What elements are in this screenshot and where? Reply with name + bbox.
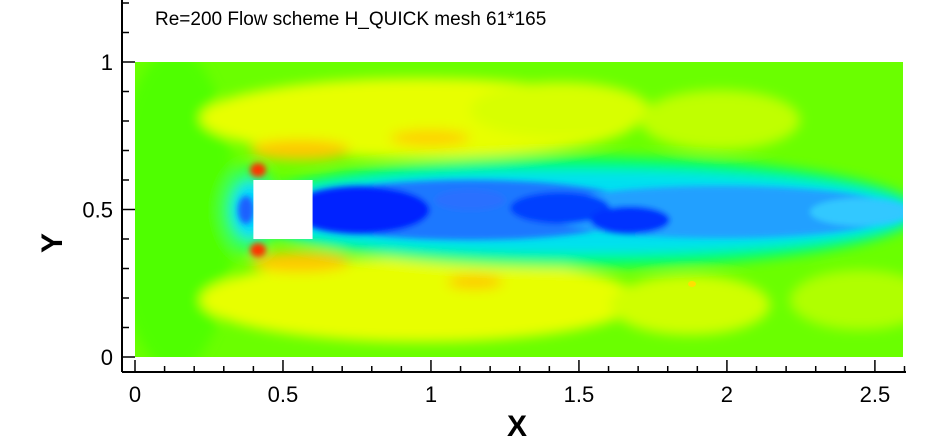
field-region-yellow-lower	[200, 258, 640, 342]
field-region-green-left	[135, 62, 235, 357]
field-region-yellow-upper-2	[470, 82, 650, 138]
x-tick-label: 2.5	[860, 382, 891, 407]
y-axis-title: Y	[36, 233, 69, 253]
field-region-red-top	[250, 163, 266, 177]
field-region-orange-4	[447, 275, 503, 289]
x-tick-label: 1	[425, 382, 437, 407]
flow-field	[135, 62, 903, 357]
y-tick-label: 1	[101, 50, 113, 75]
field-region-wake-deep-1	[290, 186, 430, 234]
field-region-wake-deep-3	[590, 206, 670, 234]
chart-title: Re=200 Flow scheme H_QUICK mesh 61*165	[155, 9, 546, 30]
x-tick-label: 0.5	[268, 382, 299, 407]
y-tick-label: 0	[101, 345, 113, 370]
field-region-orange-3	[250, 252, 350, 272]
x-tick-label: 2	[721, 382, 733, 407]
field-region-yellow-upper-3	[640, 90, 800, 150]
field-region-red-bottom	[250, 243, 266, 257]
x-axis-ticks: 0 0.5 1 1.5 2 2.5	[129, 360, 906, 407]
field-region-wake-mid	[435, 190, 505, 210]
y-tick-label: 0.5	[82, 198, 113, 223]
field-region-wake-tail	[810, 198, 903, 226]
square-obstacle	[253, 180, 313, 239]
field-region-small-orange	[688, 281, 696, 287]
x-axis-title: X	[507, 410, 527, 443]
field-region-yellow-lower-3	[790, 270, 903, 330]
field-region-blue-front	[238, 196, 254, 224]
field-region-wake-deep-2	[510, 192, 610, 224]
x-tick-label: 1.5	[564, 382, 595, 407]
x-tick-label: 0	[129, 382, 141, 407]
y-axis-ticks: 00.51	[82, 2, 135, 370]
field-region-orange-2	[390, 130, 470, 146]
field-region-yellow-lower-2	[610, 275, 770, 335]
field-region-orange-1	[250, 140, 350, 160]
